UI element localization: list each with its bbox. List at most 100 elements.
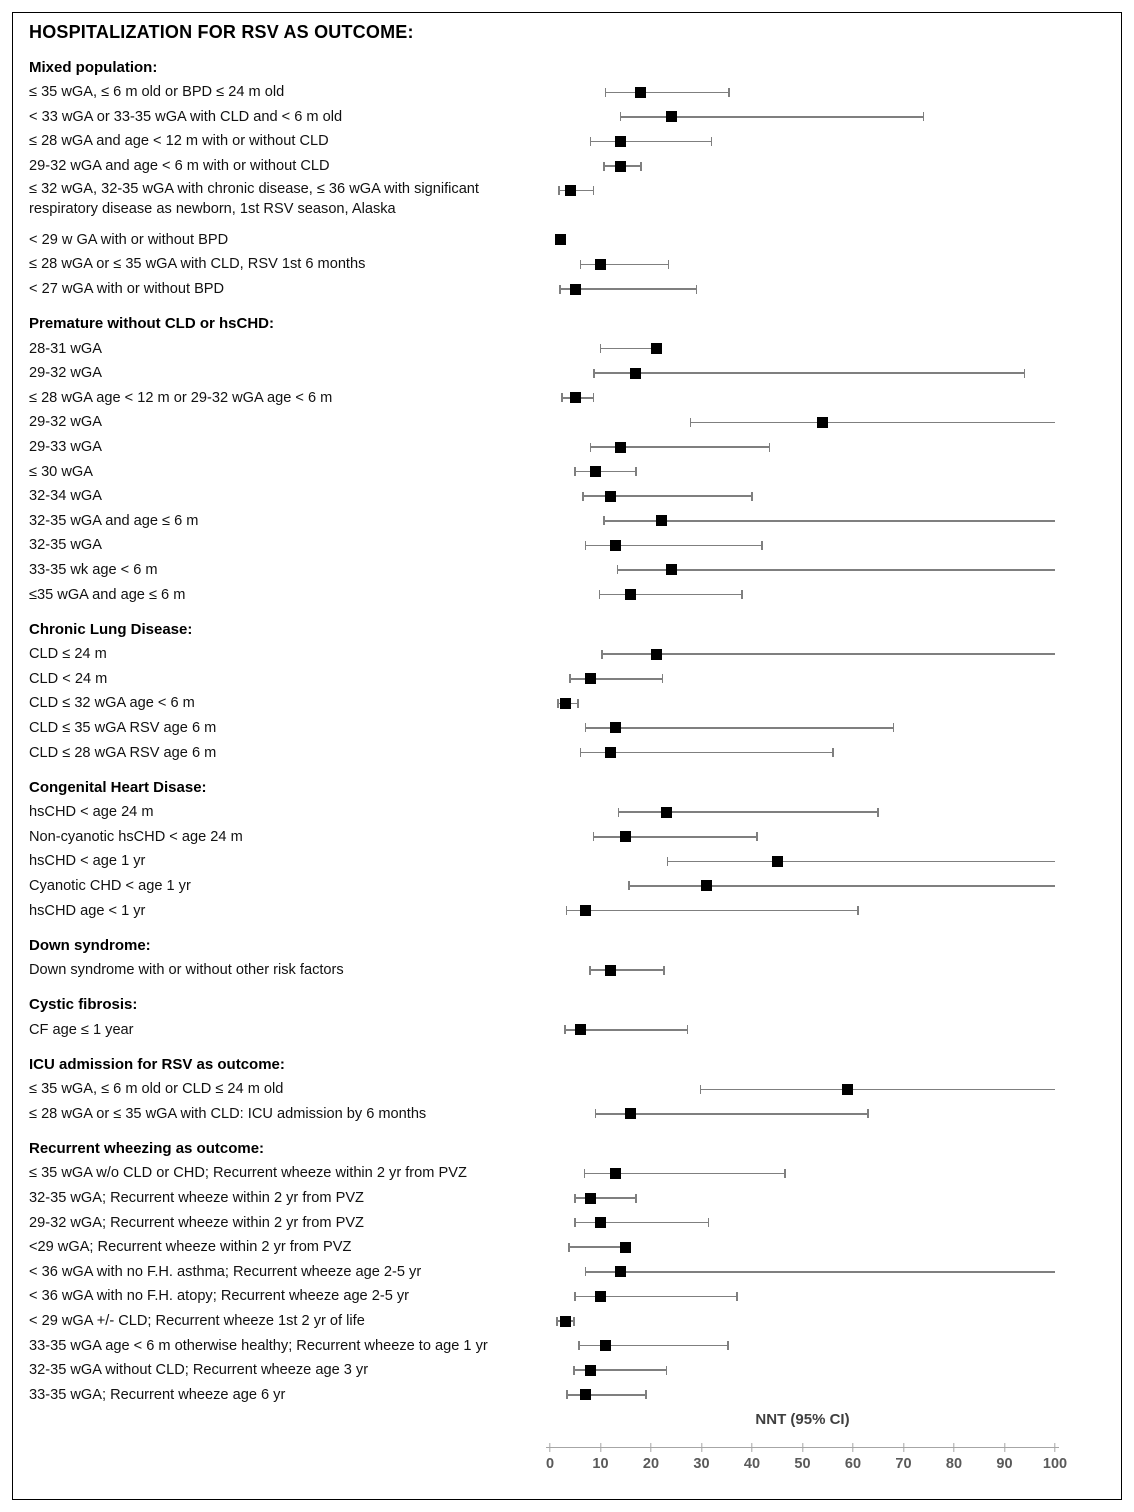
ci-low-cap xyxy=(593,368,595,378)
point-estimate-marker xyxy=(559,1315,571,1327)
point-estimate-marker xyxy=(595,1217,606,1229)
point-estimate-marker xyxy=(605,747,617,759)
ci-high-cap xyxy=(572,1316,575,1326)
ci-high-cap xyxy=(635,467,637,477)
row-plot xyxy=(550,277,1121,302)
ci-low-cap xyxy=(598,590,601,600)
ci-low-cap xyxy=(604,87,607,97)
point-estimate-marker xyxy=(595,258,606,270)
ci-low-cap xyxy=(619,112,622,122)
x-axis-tick-label: 100 xyxy=(1042,1456,1068,1473)
forest-row: 32-35 wGA and age ≤ 6 m xyxy=(29,509,1121,534)
forest-row: < 36 wGA with no F.H. asthma; Recurrent … xyxy=(29,1260,1121,1285)
point-estimate-marker xyxy=(559,697,571,709)
ci-high-cap xyxy=(665,1365,668,1375)
row-label: Cyanotic CHD < age 1 yr xyxy=(29,877,191,894)
row-plot xyxy=(550,740,1121,765)
row-label: CLD ≤ 32 wGA age < 6 m xyxy=(29,695,195,712)
forest-row: ≤ 28 wGA age < 12 m or 29-32 wGA age < 6… xyxy=(29,386,1121,411)
point-estimate-marker xyxy=(605,490,617,502)
row-label: ≤ 28 wGA and age < 12 m with or without … xyxy=(29,133,329,150)
x-axis-title: NNT (95% CI) xyxy=(755,1411,850,1429)
forest-row: ≤ 35 wGA, ≤ 6 m old or CLD ≤ 24 m old xyxy=(29,1077,1121,1102)
row-label: ≤ 30 wGA xyxy=(29,463,93,480)
forest-row: < 36 wGA with no F.H. atopy; Recurrent w… xyxy=(29,1284,1121,1309)
row-plot xyxy=(550,1333,1121,1358)
ci-low-cap xyxy=(599,344,602,354)
ci-line xyxy=(575,1197,636,1199)
x-axis-tick xyxy=(1003,1443,1006,1453)
ci-line xyxy=(590,140,712,143)
forest-row: hsCHD age < 1 yr xyxy=(29,898,1121,923)
ci-high-cap xyxy=(741,590,743,600)
row-plot xyxy=(550,1383,1121,1408)
ci-high-cap xyxy=(686,1025,689,1035)
ci-low-cap xyxy=(566,1390,568,1400)
ci-low-cap xyxy=(558,186,560,196)
point-estimate-marker xyxy=(584,1364,596,1376)
ci-low-cap xyxy=(579,259,582,269)
ci-line xyxy=(593,835,758,838)
row-plot xyxy=(550,80,1121,105)
forest-row: 29-32 wGA and age < 6 m with or without … xyxy=(29,154,1121,179)
ci-line xyxy=(604,520,1055,522)
forest-row: hsCHD < age 1 yr xyxy=(29,849,1121,874)
ci-line xyxy=(566,909,859,912)
ci-low-cap xyxy=(582,491,584,501)
x-axis-tick xyxy=(1054,1443,1056,1453)
forest-row: ≤ 35 wGA w/o CLD or CHD; Recurrent wheez… xyxy=(29,1161,1121,1186)
row-plot xyxy=(550,435,1121,460)
ci-line xyxy=(575,1221,709,1224)
ci-low-cap xyxy=(617,807,620,817)
sections: Mixed population: ≤ 35 wGA, ≤ 6 m old or … xyxy=(29,56,1121,1407)
forest-row: CLD ≤ 28 wGA RSV age 6 m xyxy=(29,740,1121,765)
x-axis-tick xyxy=(700,1443,703,1453)
ci-high-cap xyxy=(784,1168,786,1178)
x-axis-tick-label: 0 xyxy=(545,1456,555,1473)
row-label: CLD ≤ 24 m xyxy=(29,646,107,663)
ci-low-cap xyxy=(559,284,561,294)
x-axis-tick xyxy=(751,1443,753,1453)
row-label: hsCHD < age 24 m xyxy=(29,804,154,821)
ci-high-cap xyxy=(635,1193,637,1203)
row-label: CF age ≤ 1 year xyxy=(29,1021,134,1038)
row-label: < 36 wGA with no F.H. atopy; Recurrent w… xyxy=(29,1288,410,1305)
ci-low-cap xyxy=(589,136,592,146)
row-label: 29-32 wGA and age < 6 m with or without … xyxy=(29,158,330,175)
row-plot xyxy=(550,410,1121,435)
point-estimate-marker xyxy=(630,367,642,379)
row-label: 32-35 wGA; Recurrent wheeze within 2 yr … xyxy=(29,1190,364,1207)
x-axis-tick-label: 50 xyxy=(794,1456,811,1473)
forest-row: CLD ≤ 24 m xyxy=(29,642,1121,667)
point-estimate-marker xyxy=(554,234,566,246)
row-label: ≤ 35 wGA, ≤ 6 m old or BPD ≤ 24 m old xyxy=(29,84,285,101)
point-estimate-marker xyxy=(610,539,622,551)
row-label: ≤35 wGA and age ≤ 6 m xyxy=(29,586,186,603)
ci-high-cap xyxy=(768,442,771,452)
row-plot xyxy=(550,228,1121,253)
section-header: Cystic fibrosis: xyxy=(29,996,138,1014)
ci-low-cap xyxy=(574,1193,577,1203)
section-header: ICU admission for RSV as outcome: xyxy=(29,1056,285,1073)
forest-row: 29-32 wGA xyxy=(29,410,1121,435)
row-plot xyxy=(550,582,1121,607)
ci-line xyxy=(599,593,742,596)
x-axis-tick-label: 60 xyxy=(844,1456,862,1473)
ci-low-cap xyxy=(584,540,587,550)
row-plot xyxy=(550,874,1121,899)
row-plot xyxy=(550,252,1121,277)
ci-low-cap xyxy=(568,1242,570,1252)
point-estimate-marker xyxy=(615,135,627,147)
point-estimate-marker xyxy=(701,880,713,892)
ci-low-cap xyxy=(556,1316,558,1326)
point-estimate-marker xyxy=(569,392,581,404)
section-header: Congenital Heart Disase: xyxy=(29,778,207,796)
ci-line xyxy=(618,811,879,813)
point-estimate-marker xyxy=(650,648,662,660)
point-estimate-marker xyxy=(625,1108,637,1120)
ci-high-cap xyxy=(576,698,579,708)
ci-low-cap xyxy=(574,467,577,477)
x-axis-tick-label: 30 xyxy=(693,1456,710,1473)
point-estimate-marker xyxy=(600,1340,612,1352)
ci-high-cap xyxy=(667,259,670,269)
